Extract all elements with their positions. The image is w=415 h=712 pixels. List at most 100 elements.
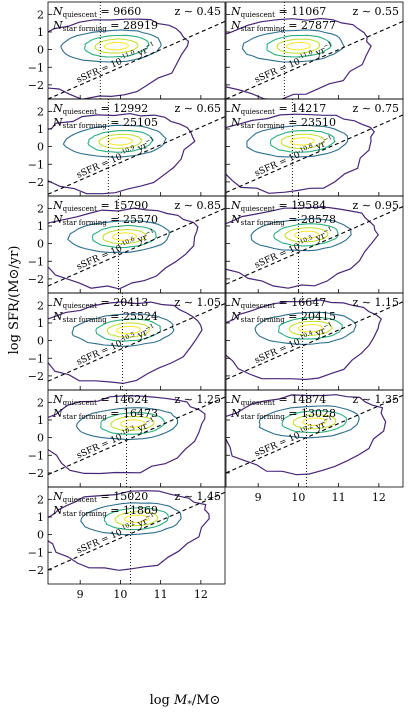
y-tick-label: −1 xyxy=(28,255,44,268)
contour-level-3 xyxy=(281,410,347,434)
n-star-forming-label: Nstar forming = 25524 xyxy=(52,310,158,324)
y-tick-label: 0 xyxy=(37,529,44,542)
contour-level-3 xyxy=(269,129,336,153)
contour-level-2 xyxy=(71,313,175,347)
ssfr-divider-line xyxy=(48,207,225,287)
panel: sSFR = 10-10.8 yr−1 Nquiescent = 14217 z ∼… xyxy=(225,98,404,197)
redshift-label: z ∼ 1.35 xyxy=(353,393,400,406)
y-tick-label: 2 xyxy=(37,299,44,312)
n-quiescent-label: Nquiescent = 14874 xyxy=(230,393,326,407)
panel: sSFR = 10-10.9 yr−1 Nquiescent = 12992 z ∼… xyxy=(28,98,226,197)
n-quiescent-label: Nquiescent = 9660 xyxy=(52,5,141,19)
x-tick-label: 10 xyxy=(113,588,127,601)
y-axis-label: log SFR/(M⊙/yr) xyxy=(7,246,22,355)
n-star-forming-label: Nstar forming = 27877 xyxy=(230,19,336,33)
contour-level-5 xyxy=(123,514,150,524)
x-tick-label: 11 xyxy=(332,491,346,504)
contour-level-4 xyxy=(94,38,139,54)
contour-level-2 xyxy=(258,405,360,439)
ssfr-label: sSFR = 10-11.0 yr−1 xyxy=(253,40,336,85)
n-quiescent-label: Nquiescent = 14624 xyxy=(52,393,148,407)
ssfr-divider-line xyxy=(226,301,403,380)
ssfr-divider-line xyxy=(48,396,225,476)
n-quiescent-label: Nquiescent = 16647 xyxy=(230,296,326,310)
contour-level-5 xyxy=(297,323,323,333)
n-quiescent-label: Nquiescent = 20413 xyxy=(52,296,148,310)
contour-level-4 xyxy=(292,414,337,430)
y-tick-label: −2 xyxy=(28,564,44,577)
ssfr-divider-line xyxy=(48,116,225,195)
contour-level-4 xyxy=(106,322,150,338)
contour-level-3 xyxy=(95,318,162,342)
contour-level-3 xyxy=(273,223,339,247)
n-quiescent-label: Nquiescent = 19584 xyxy=(230,199,326,213)
x-tick-label: 9 xyxy=(77,588,84,601)
redshift-label: z ∼ 0.85 xyxy=(175,199,222,212)
y-tick-label: −2 xyxy=(28,370,44,383)
redshift-label: z ∼ 1.45 xyxy=(175,490,222,503)
redshift-label: z ∼ 0.65 xyxy=(175,102,222,115)
y-tick-label: 1 xyxy=(37,123,44,136)
y-tick-label: 1 xyxy=(37,511,44,524)
n-star-forming-label: Nstar forming = 28578 xyxy=(230,213,336,227)
y-tick-label: −2 xyxy=(28,79,44,92)
panel: sSFR = 10-10.5 yr−1 Nquiescent = 20413 z ∼… xyxy=(28,292,226,391)
redshift-label: z ∼ 0.75 xyxy=(353,102,400,115)
ssfr-divider-line xyxy=(226,206,403,285)
contour-level-1 xyxy=(226,113,376,194)
contour-level-5 xyxy=(115,325,141,335)
y-tick-label: 2 xyxy=(37,396,44,409)
ssfr-divider-line xyxy=(226,114,403,193)
x-tick-label: 9 xyxy=(255,491,262,504)
y-tick-label: 2 xyxy=(37,202,44,215)
contour-level-3 xyxy=(103,507,170,531)
redshift-label: z ∼ 0.95 xyxy=(353,199,400,212)
y-tick-label: −1 xyxy=(28,449,44,462)
ssfr-label: sSFR = 10-10.9 yr−1 xyxy=(75,136,158,181)
ssfr-label: sSFR = 10-10.8 yr−1 xyxy=(253,134,336,179)
contour-level-3 xyxy=(100,411,166,435)
ssfr-label: sSFR = 10-10.5 yr−1 xyxy=(75,323,158,368)
x-axis-label: log M*/M⊙ xyxy=(150,693,221,710)
n-star-forming-label: Nstar forming = 25570 xyxy=(52,213,158,227)
contour-level-1 xyxy=(226,206,380,289)
y-tick-label: 0 xyxy=(37,432,44,445)
contour-level-3 xyxy=(87,130,154,153)
redshift-label: z ∼ 1.15 xyxy=(353,296,400,309)
contour-level-4 xyxy=(98,133,143,149)
contour-level-4 xyxy=(288,320,333,336)
contour-level-5 xyxy=(112,232,137,241)
x-tick-label: 10 xyxy=(291,491,305,504)
y-tick-label: −2 xyxy=(28,467,44,480)
contour-level-2 xyxy=(254,311,357,345)
ssfr-divider-line xyxy=(226,394,403,474)
contour-level-1 xyxy=(226,17,372,99)
n-star-forming-label: Nstar forming = 16473 xyxy=(52,407,158,421)
y-tick-label: 2 xyxy=(37,8,44,21)
redshift-label: z ∼ 0.55 xyxy=(353,5,400,18)
x-tick-label: 12 xyxy=(194,588,208,601)
contour-level-5 xyxy=(293,230,320,240)
y-tick-label: −1 xyxy=(28,158,44,171)
redshift-label: z ∼ 0.45 xyxy=(175,5,222,18)
y-tick-label: 1 xyxy=(37,26,44,39)
contour-level-2 xyxy=(80,502,182,536)
n-star-forming-label: Nstar forming = 11869 xyxy=(52,504,158,518)
y-tick-label: −2 xyxy=(28,176,44,189)
y-tick-label: 2 xyxy=(37,105,44,118)
panel-frame xyxy=(225,389,404,488)
contour-level-4 xyxy=(280,133,325,150)
n-star-forming-label: Nstar forming = 20415 xyxy=(230,310,336,324)
n-quiescent-label: Nquiescent = 14217 xyxy=(230,102,326,116)
contour-level-4 xyxy=(102,228,147,245)
n-star-forming-label: Nstar forming = 25105 xyxy=(52,116,158,130)
contour-level-1 xyxy=(48,301,203,385)
contour-level-1 xyxy=(48,207,199,290)
y-tick-label: 1 xyxy=(37,317,44,330)
contour-level-5 xyxy=(285,41,311,51)
contour-level-5 xyxy=(120,419,146,428)
